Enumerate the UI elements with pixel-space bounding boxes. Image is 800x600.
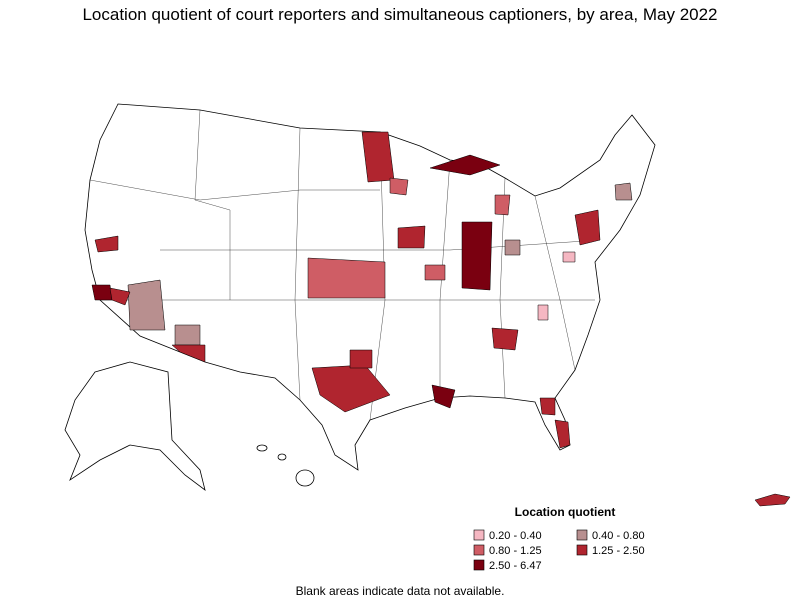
map-area <box>389 177 409 196</box>
legend-swatch <box>473 559 485 571</box>
map-area <box>537 304 549 321</box>
map-area <box>94 235 119 253</box>
legend-label: 0.40 - 0.80 <box>592 530 645 542</box>
footnote: Blank areas indicate data not available. <box>296 584 505 598</box>
state-lines <box>89 109 601 421</box>
map-area <box>171 344 206 363</box>
legend-label: 1.25 - 2.50 <box>592 545 645 557</box>
map-area <box>127 279 166 331</box>
hawaii-island <box>277 453 287 461</box>
map-area <box>109 287 131 306</box>
map-area <box>91 284 113 301</box>
legend-label: 0.80 - 1.25 <box>489 545 542 557</box>
legend-swatch <box>473 529 485 541</box>
map-area <box>494 194 511 216</box>
map-area <box>614 182 633 201</box>
map-area <box>554 419 571 449</box>
legend-swatch <box>473 544 485 556</box>
map-area <box>349 349 373 369</box>
map-area <box>397 225 426 249</box>
puerto-rico <box>754 493 791 507</box>
legend-title: Location quotient <box>515 505 616 519</box>
alaska <box>64 361 206 491</box>
hawaii-island <box>295 469 315 487</box>
map-area <box>431 384 456 409</box>
legend-swatch <box>576 544 588 556</box>
legend-label: 0.20 - 0.40 <box>489 530 542 542</box>
legend-label: 2.50 - 6.47 <box>489 560 542 572</box>
map-area <box>307 257 386 299</box>
map-area <box>424 264 446 281</box>
map-area <box>174 324 201 346</box>
hawaii-island <box>256 444 268 452</box>
legend-swatch <box>576 529 588 541</box>
map-area <box>562 251 576 263</box>
legend: Location quotient 0.20 - 0.40 0.40 - 0.80… <box>473 505 645 572</box>
title: Location quotient of court reporters and… <box>82 5 717 24</box>
map-area <box>491 327 519 351</box>
map-area <box>461 221 493 291</box>
map-area <box>574 209 601 246</box>
map-area <box>504 239 521 256</box>
map-area <box>539 397 556 416</box>
map-area <box>429 154 501 176</box>
